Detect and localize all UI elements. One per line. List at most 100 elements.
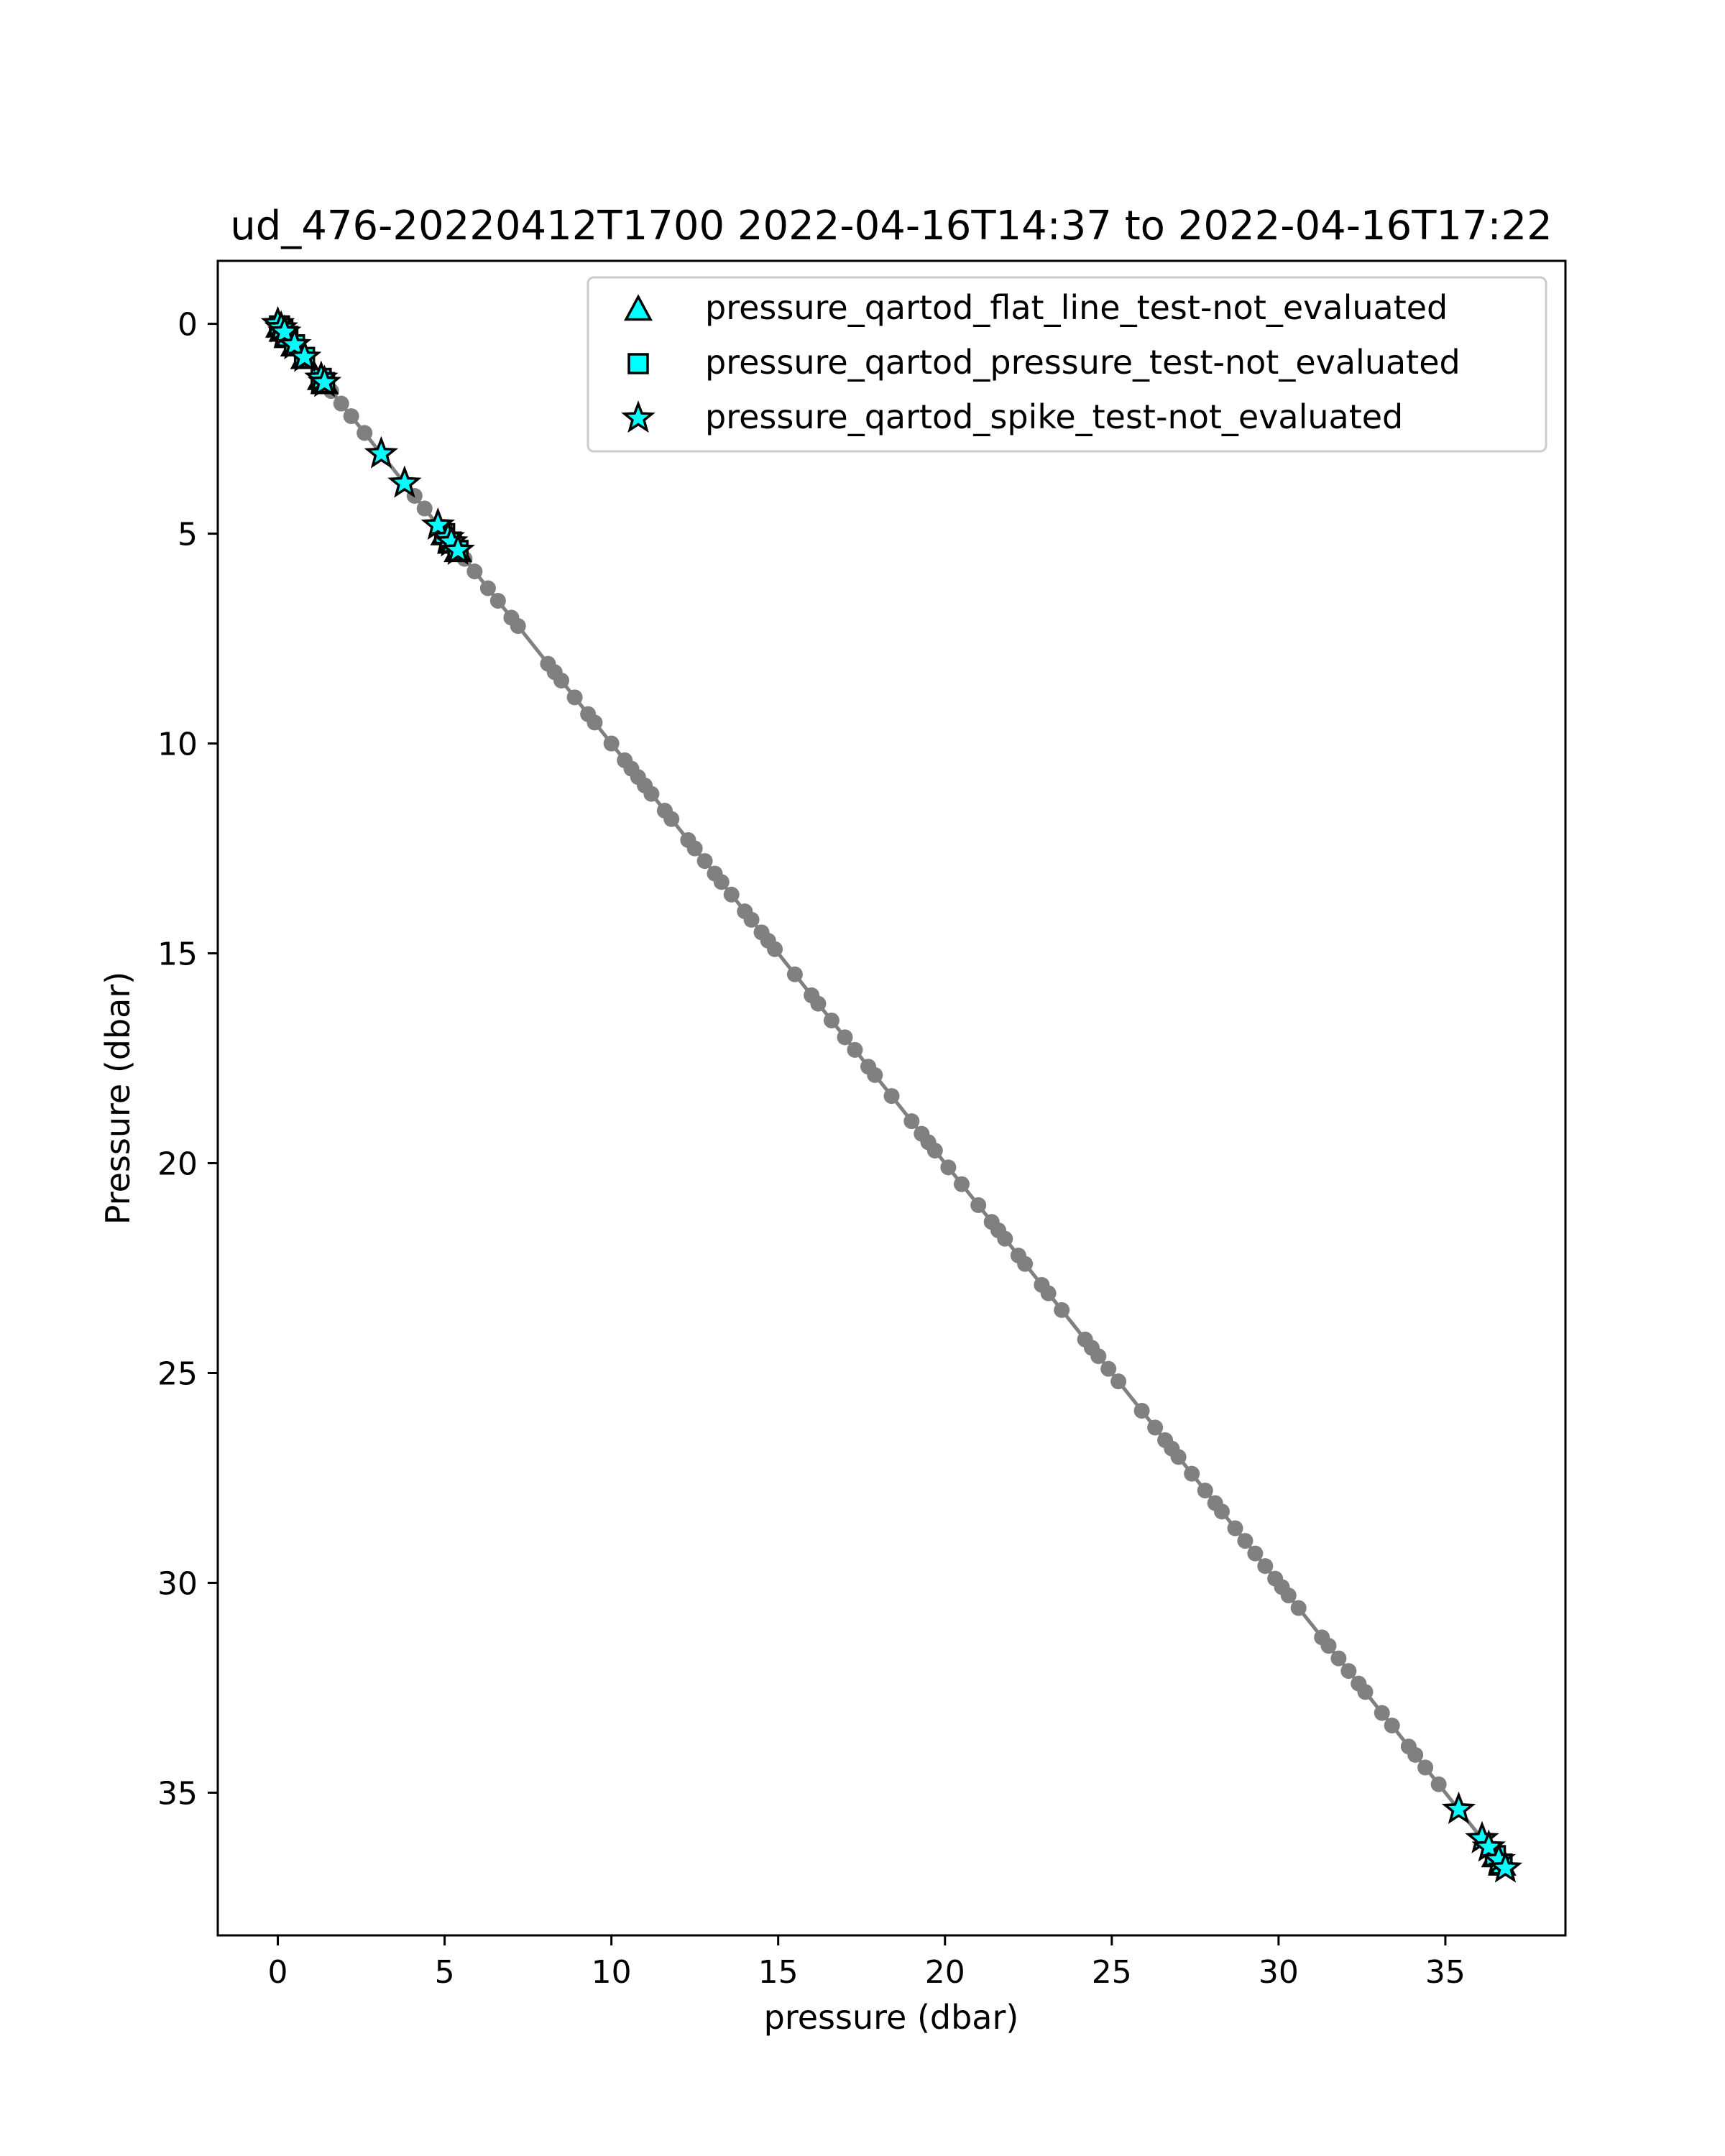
star-marker <box>420 507 455 540</box>
data-point <box>663 811 680 827</box>
chart-title: ud_476-20220412T1700 2022-04-16T14:37 to… <box>230 203 1552 249</box>
legend-star-icon <box>621 400 656 433</box>
data-point <box>786 966 803 982</box>
data-point <box>1417 1759 1434 1776</box>
x-tick-label: 20 <box>925 1954 965 1991</box>
data-point <box>333 395 349 412</box>
data-point <box>1017 1256 1034 1272</box>
data-point <box>1170 1449 1187 1465</box>
data-point <box>1054 1302 1070 1318</box>
data-point <box>566 689 583 706</box>
star-marker <box>387 465 422 498</box>
legend-square-icon <box>627 353 649 374</box>
data-point <box>1197 1483 1213 1499</box>
data-point <box>1430 1776 1447 1792</box>
legend-label-spike-test: pressure_qartod_spike_test-not_evaluated <box>705 397 1403 436</box>
data-point <box>970 1197 987 1213</box>
data-point <box>940 1159 957 1176</box>
data-point <box>1280 1587 1297 1603</box>
data-point <box>1110 1373 1127 1390</box>
data-point <box>713 874 730 890</box>
data-point <box>1290 1600 1307 1616</box>
star-marker <box>1471 1829 1506 1862</box>
data-point <box>1237 1533 1254 1549</box>
x-tick-label: 10 <box>592 1954 632 1991</box>
data-point <box>926 1142 943 1158</box>
y-tick-label: 0 <box>178 307 198 344</box>
y-tick-label: 20 <box>157 1146 198 1183</box>
data-point <box>466 563 483 580</box>
x-tick-label: 0 <box>268 1954 288 1991</box>
data-point <box>867 1067 883 1083</box>
x-tick-label: 5 <box>435 1954 455 1991</box>
data-point <box>1407 1746 1424 1763</box>
legend-label-flat-line: pressure_qartod_flat_line_test-not_evalu… <box>705 288 1448 327</box>
star-marker <box>307 364 342 397</box>
x-tick-label: 35 <box>1425 1954 1466 1991</box>
data-point <box>356 425 373 441</box>
data-point <box>1227 1520 1243 1537</box>
legend: pressure_qartod_flat_line_test-not_evalu… <box>586 276 1547 453</box>
data-point <box>1147 1419 1164 1436</box>
y-axis: 0 5 10 15 20 25 30 35 <box>157 307 218 1812</box>
data-point <box>1384 1718 1400 1734</box>
data-point <box>1133 1403 1150 1419</box>
data-point <box>1040 1285 1057 1302</box>
data-point <box>903 1113 920 1130</box>
data-point <box>489 593 506 609</box>
data-point <box>1090 1348 1107 1365</box>
data-point <box>997 1230 1013 1247</box>
star-marker <box>287 339 322 372</box>
x-axis-label: pressure (dbar) <box>764 1998 1019 2037</box>
legend-marker-square <box>627 353 649 374</box>
data-point <box>743 911 760 928</box>
data-point <box>1247 1545 1264 1562</box>
data-point <box>1184 1465 1200 1482</box>
legend-marker-triangle <box>624 294 653 321</box>
data-point <box>553 672 570 688</box>
data-point <box>953 1176 970 1192</box>
y-axis-label: Pressure (dbar) <box>98 972 137 1225</box>
y-tick-label: 5 <box>178 517 198 553</box>
star-marker <box>441 532 475 566</box>
star-marker <box>1441 1791 1476 1824</box>
x-tick-label: 15 <box>758 1954 799 1991</box>
data-point <box>883 1088 900 1105</box>
data-point <box>696 853 713 870</box>
data-point <box>1257 1558 1274 1575</box>
star-marker <box>277 326 312 360</box>
data-point <box>1374 1705 1390 1721</box>
data-point <box>479 580 496 596</box>
data-point <box>1340 1663 1357 1680</box>
star-marker <box>1488 1850 1523 1883</box>
data-point <box>1213 1503 1230 1520</box>
plot-area <box>260 305 1523 1883</box>
data-point <box>837 1029 853 1046</box>
plot-frame <box>216 259 1567 1937</box>
star-marker <box>364 436 399 469</box>
data-point <box>586 714 603 731</box>
data-point <box>1330 1650 1347 1667</box>
legend-label-pressure-test: pressure_qartod_pressure_test-not_evalua… <box>705 343 1460 382</box>
data-point <box>343 408 359 425</box>
x-axis: 0 5 10 15 20 25 30 35 <box>268 1935 1466 1991</box>
x-tick-label: 25 <box>1092 1954 1132 1991</box>
data-point <box>847 1041 863 1058</box>
data-point <box>416 500 433 517</box>
data-point <box>1320 1638 1337 1654</box>
y-tick-label: 15 <box>157 936 198 973</box>
data-point <box>1357 1684 1374 1700</box>
data-point <box>510 618 526 635</box>
data-point <box>823 1012 840 1028</box>
data-point <box>810 995 827 1012</box>
data-point <box>603 735 620 752</box>
y-tick-label: 30 <box>157 1565 198 1602</box>
y-tick-label: 35 <box>157 1775 198 1812</box>
x-tick-label: 30 <box>1259 1954 1299 1991</box>
data-point <box>686 840 703 857</box>
data-point <box>643 786 660 802</box>
legend-box <box>586 276 1547 453</box>
y-tick-label: 25 <box>157 1355 198 1392</box>
data-point <box>1100 1360 1117 1377</box>
